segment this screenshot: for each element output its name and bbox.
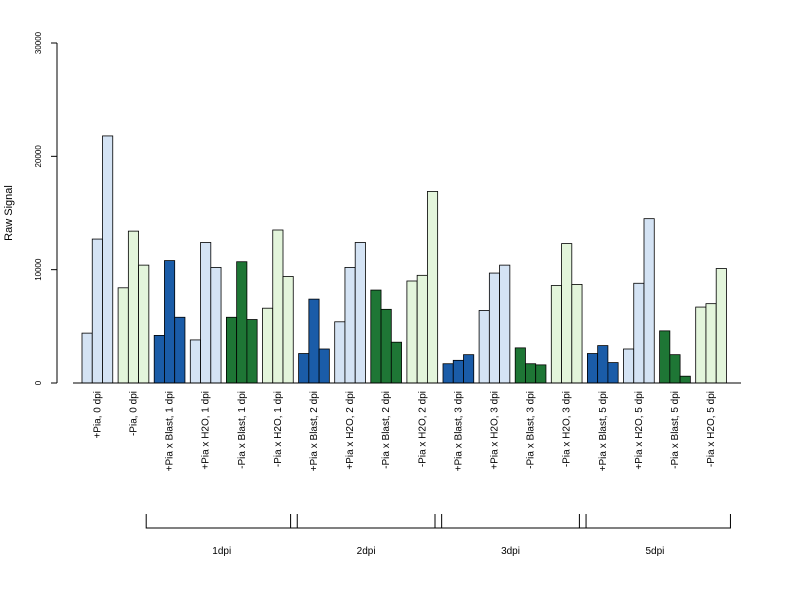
bar <box>587 353 599 384</box>
bar <box>695 306 707 384</box>
bar <box>236 261 248 384</box>
bar <box>659 330 671 384</box>
bar <box>452 359 464 384</box>
bar <box>715 268 727 384</box>
x-tick-label: +Pia x H2O, 2 dpi <box>345 391 356 470</box>
bar <box>318 348 330 384</box>
y-axis: 0 10000 20000 30000 <box>34 31 58 385</box>
group-label: 2dpi <box>357 546 376 557</box>
bar <box>344 266 356 384</box>
bar <box>623 348 635 384</box>
bar <box>370 289 382 384</box>
bar <box>426 191 439 384</box>
x-tick-label: -Pia x H2O, 5 dpi <box>706 391 717 467</box>
x-tick-label: -Pia x Blast, 3 dpi <box>526 391 537 469</box>
group-label: 1dpi <box>212 546 231 557</box>
x-tick-label: +Pia x Blast, 3 dpi <box>453 391 464 471</box>
bar <box>478 310 490 384</box>
x-tick-label: -Pia x H2O, 3 dpi <box>562 391 573 467</box>
bar <box>210 266 222 384</box>
x-tick-label: -Pia x Blast, 5 dpi <box>670 391 681 469</box>
bar <box>633 282 645 384</box>
bar <box>406 280 418 384</box>
x-tick-label: -Pia x H2O, 2 dpi <box>417 391 428 467</box>
bar <box>138 264 150 384</box>
bar <box>246 319 258 384</box>
bar <box>390 341 402 384</box>
y-tick-label: 30000 <box>34 31 43 54</box>
x-tick-label: +Pia x Blast, 1 dpi <box>165 391 176 471</box>
x-tick-label: -Pia, 0 dpi <box>128 391 139 436</box>
x-tick-label: +Pia x Blast, 5 dpi <box>598 391 609 471</box>
bar <box>262 307 274 384</box>
bar <box>272 229 284 384</box>
bar <box>416 274 428 384</box>
bar <box>164 260 176 384</box>
group-brackets: 1dpi 2dpi 3dpi 5dpi <box>145 514 731 557</box>
x-tick-label: +Pia x Blast, 2 dpi <box>309 391 320 471</box>
bar <box>669 354 681 384</box>
x-tick-label: -Pia x Blast, 1 dpi <box>237 391 248 469</box>
bar <box>225 316 238 384</box>
group-label: 5dpi <box>645 546 664 557</box>
bar <box>525 363 537 384</box>
bar <box>535 364 547 384</box>
bar <box>189 339 201 384</box>
group-bracket <box>290 514 443 529</box>
bar <box>354 242 366 384</box>
bar <box>643 218 655 384</box>
bar <box>153 334 165 384</box>
group-bracket <box>434 514 587 529</box>
bar <box>679 375 691 384</box>
bar <box>442 363 454 384</box>
y-tick-label: 10000 <box>34 258 43 281</box>
group-bracket <box>578 514 731 529</box>
x-tick-label: -Pia x Blast, 2 dpi <box>381 391 392 469</box>
bar <box>298 353 310 384</box>
y-tick-label: 0 <box>34 380 43 385</box>
bar <box>380 308 392 384</box>
group-label: 3dpi <box>501 546 520 557</box>
y-axis-label: Raw Signal <box>3 185 15 241</box>
x-tick-label: +Pia x H2O, 3 dpi <box>489 391 500 470</box>
bar <box>463 354 475 384</box>
bar <box>81 332 93 384</box>
bar <box>127 230 140 384</box>
bar <box>571 283 583 384</box>
bars-layer <box>81 135 727 384</box>
bar <box>550 285 562 384</box>
bar <box>499 264 511 384</box>
y-tick-label: 20000 <box>34 145 43 168</box>
bar <box>102 135 114 384</box>
x-tick-label: -Pia x H2O, 1 dpi <box>273 391 284 467</box>
bar <box>514 347 526 384</box>
x-tick-label: +Pia, 0 dpi <box>92 391 103 439</box>
bar <box>174 316 186 384</box>
x-tick-labels: +Pia, 0 dpi -Pia, 0 dpi +Pia x Blast, 1 dp… <box>92 391 717 471</box>
bar <box>117 287 129 384</box>
bar <box>607 362 619 384</box>
group-bracket <box>145 514 298 529</box>
bar <box>705 303 717 384</box>
bar <box>488 272 501 384</box>
x-tick-label: +Pia x H2O, 1 dpi <box>201 391 212 470</box>
bar <box>561 243 573 384</box>
x-tick-label: +Pia x H2O, 5 dpi <box>634 391 645 470</box>
bar <box>597 345 609 384</box>
bar <box>91 238 103 384</box>
bar <box>282 276 294 384</box>
bar <box>200 242 212 384</box>
bar <box>334 321 346 384</box>
bar <box>308 298 320 384</box>
